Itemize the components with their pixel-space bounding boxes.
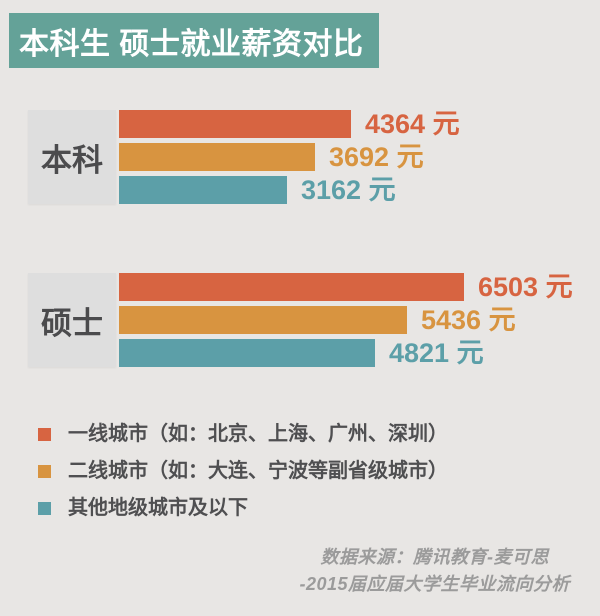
bar-value-label: 5436 元 <box>421 305 516 335</box>
category-label: 硕士 <box>28 273 116 367</box>
chart-legend: 一线城市（如：北京、上海、广州、深圳） 二线城市（如：大连、宁波等副省级城市） 其他… <box>38 424 448 535</box>
chart-group: 硕士 6503 元 5436 元 4821 元 <box>28 273 600 367</box>
bar-value-label: 4364 元 <box>365 109 460 139</box>
bar <box>119 143 315 171</box>
grouped-bar-chart: 本科 4364 元 3692 元 3162 元硕士 6503 元 5436 元 4821 元 <box>28 110 600 367</box>
data-source-note: 数据来源：腾讯教育-麦可思 -2015届应届大学生毕业流向分析 <box>299 544 570 598</box>
bar-row: 3162 元 <box>119 176 600 204</box>
source-line-1: 数据来源：腾讯教育-麦可思 <box>320 547 549 567</box>
legend-item: 一线城市（如：北京、上海、广州、深圳） <box>38 424 448 445</box>
legend-swatch <box>38 502 51 515</box>
bar-track: 4364 元 3692 元 3162 元 <box>119 110 600 204</box>
bar-row: 5436 元 <box>119 306 600 334</box>
bar <box>119 176 287 204</box>
legend-label: 二线城市（如：大连、宁波等副省级城市） <box>68 460 448 482</box>
legend-swatch <box>38 428 51 441</box>
chart-title-bar: 本科生 硕士就业薪资对比 <box>9 13 380 68</box>
bar-row: 3692 元 <box>119 143 600 171</box>
category-label: 本科 <box>28 110 116 204</box>
bar-value-label: 3692 元 <box>329 142 424 172</box>
legend-item: 其他地级城市及以下 <box>38 498 448 519</box>
bar-row: 6503 元 <box>119 273 600 301</box>
bar-row: 4364 元 <box>119 110 600 138</box>
bar <box>119 110 351 138</box>
page-title: 本科生 硕士就业薪资对比 <box>19 27 364 61</box>
legend-swatch <box>38 465 51 478</box>
bar <box>119 273 464 301</box>
bar-value-label: 4821 元 <box>389 338 484 368</box>
legend-label: 其他地级城市及以下 <box>68 497 248 519</box>
bar <box>119 306 407 334</box>
legend-item: 二线城市（如：大连、宁波等副省级城市） <box>38 461 448 482</box>
bar-row: 4821 元 <box>119 339 600 367</box>
bar-value-label: 3162 元 <box>301 175 396 205</box>
legend-label: 一线城市（如：北京、上海、广州、深圳） <box>68 423 448 445</box>
bar-value-label: 6503 元 <box>478 272 573 302</box>
bar <box>119 339 375 367</box>
bar-track: 6503 元 5436 元 4821 元 <box>119 273 600 367</box>
chart-group: 本科 4364 元 3692 元 3162 元 <box>28 110 600 204</box>
source-line-2: -2015届应届大学生毕业流向分析 <box>299 574 570 594</box>
